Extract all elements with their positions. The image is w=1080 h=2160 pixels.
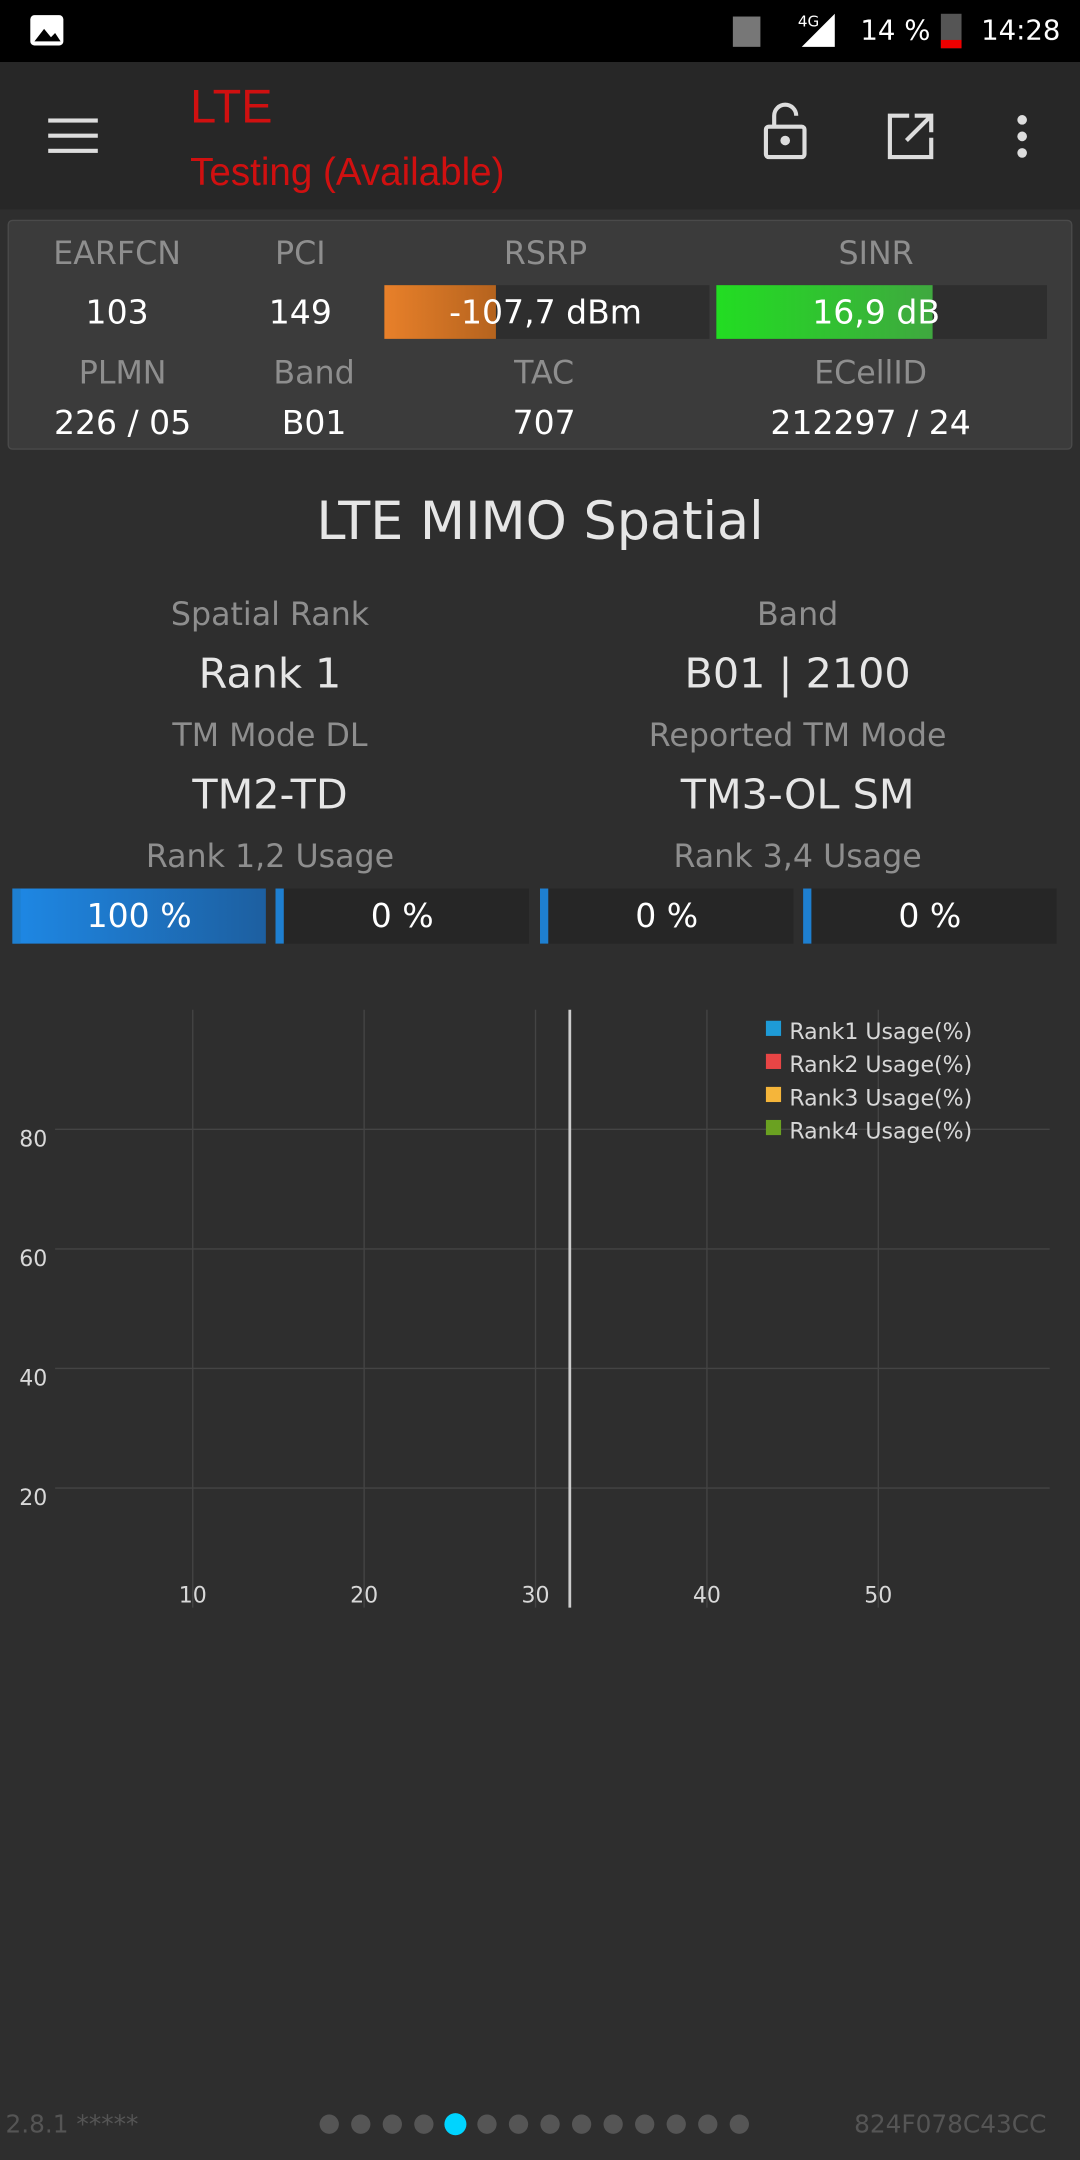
page-dot — [571, 2114, 592, 2134]
overflow-button[interactable] — [1017, 115, 1027, 158]
battery-icon — [940, 13, 962, 49]
page-dot — [351, 2114, 371, 2134]
page-dot — [729, 2114, 749, 2134]
usage-track — [540, 888, 794, 944]
cell-label: SINR — [839, 236, 914, 272]
x-tick-label: 10 — [179, 1584, 207, 1609]
cell-label: EARFCN — [53, 236, 181, 272]
field-value: B01 | 2100 — [684, 649, 910, 697]
app-subtitle: Testing (Available) — [190, 151, 504, 194]
version: 2.8.1 ***** — [6, 2110, 139, 2139]
cell-value: -107,7 dBm — [449, 293, 642, 332]
cell-value: 226 / 05 — [54, 403, 191, 442]
field-value: TM2-TD — [191, 771, 347, 819]
y-tick-label: 20 — [19, 1486, 47, 1511]
y-tick-label: 40 — [19, 1366, 47, 1391]
cell-value: 212297 / 24 — [770, 403, 970, 442]
cell-value: 149 — [269, 293, 332, 332]
sim-icon — [732, 16, 761, 47]
cell-label: PCI — [275, 236, 326, 272]
page-dot — [477, 2114, 497, 2134]
y-tick-label: 80 — [19, 1127, 47, 1152]
field-label: TM Mode DL — [171, 718, 367, 754]
usage-track — [803, 888, 1057, 944]
usage-value: 0 % — [898, 896, 961, 935]
page-dot — [414, 2114, 434, 2134]
lock-button[interactable] — [763, 102, 807, 160]
usage-value: 100 % — [87, 896, 192, 935]
battery-text: 14 % — [860, 15, 930, 47]
usage-marker — [540, 888, 549, 944]
usage-track — [275, 888, 529, 944]
clock: 14:28 — [981, 15, 1060, 47]
x-tick-label: 30 — [521, 1584, 549, 1609]
page-dot — [603, 2114, 623, 2134]
legend-label: Rank2 Usage(%) — [789, 1053, 972, 1078]
usage-fill — [12, 888, 266, 944]
app-title: LTE — [190, 81, 272, 133]
cell-label: TAC — [513, 356, 574, 392]
legend-swatch — [765, 1053, 782, 1069]
x-tick-label: 50 — [864, 1584, 892, 1609]
field-label: Band — [757, 597, 838, 633]
page-indicator — [319, 2113, 749, 2136]
cell-value: 16,9 dB — [812, 293, 940, 332]
field-label: Spatial Rank — [171, 597, 370, 633]
usage-marker — [803, 888, 812, 944]
x-tick-label: 40 — [693, 1584, 721, 1609]
legend-label: Rank3 Usage(%) — [789, 1086, 972, 1111]
section-title: LTE MIMO Spatial — [316, 491, 763, 552]
sinr-fill — [716, 285, 933, 339]
gallery-glyph — [34, 28, 61, 42]
field-label: Reported TM Mode — [649, 718, 947, 754]
page-dot — [698, 2114, 718, 2134]
legend-label: Rank1 Usage(%) — [789, 1020, 972, 1045]
legend-swatch — [765, 1086, 782, 1103]
field-value: Rank 1 — [199, 649, 342, 697]
device-id: 824F078C43CC — [854, 2110, 1046, 2139]
app-bar — [0, 61, 1080, 210]
field-value: TM3-OL SM — [680, 771, 915, 819]
page-dot — [319, 2114, 339, 2134]
cell-value: 707 — [513, 403, 576, 442]
y-tick-label: 60 — [19, 1247, 47, 1272]
legend-swatch — [765, 1119, 782, 1136]
usage-label: Rank 1,2 Usage — [146, 839, 394, 875]
status-bar — [0, 0, 1080, 62]
rsrp-fill — [384, 285, 496, 339]
legend-swatch — [765, 1020, 782, 1036]
cell-label: RSRP — [504, 236, 587, 272]
network-type: 4G — [798, 13, 819, 31]
cell-value: B01 — [282, 403, 347, 442]
menu-button[interactable] — [48, 118, 98, 153]
battery-level — [940, 39, 962, 49]
usage-value: 0 % — [635, 896, 698, 935]
page-dot — [444, 2113, 467, 2136]
page-dot — [666, 2114, 686, 2134]
page-dot — [540, 2114, 560, 2134]
cell-label: PLMN — [79, 356, 167, 392]
share-button[interactable] — [887, 113, 934, 160]
usage-value: 0 % — [371, 896, 434, 935]
usage-label: Rank 3,4 Usage — [673, 839, 921, 875]
usage-marker — [12, 888, 21, 944]
usage-marker — [275, 888, 284, 944]
page-dot — [635, 2114, 655, 2134]
page-dot — [508, 2114, 529, 2134]
x-tick-label: 20 — [350, 1584, 378, 1609]
page-dot — [382, 2114, 402, 2134]
cell-label: Band — [273, 356, 354, 392]
cell-label: ECellID — [814, 356, 927, 392]
legend-label: Rank4 Usage(%) — [789, 1119, 972, 1144]
cell-value: 103 — [86, 293, 149, 332]
